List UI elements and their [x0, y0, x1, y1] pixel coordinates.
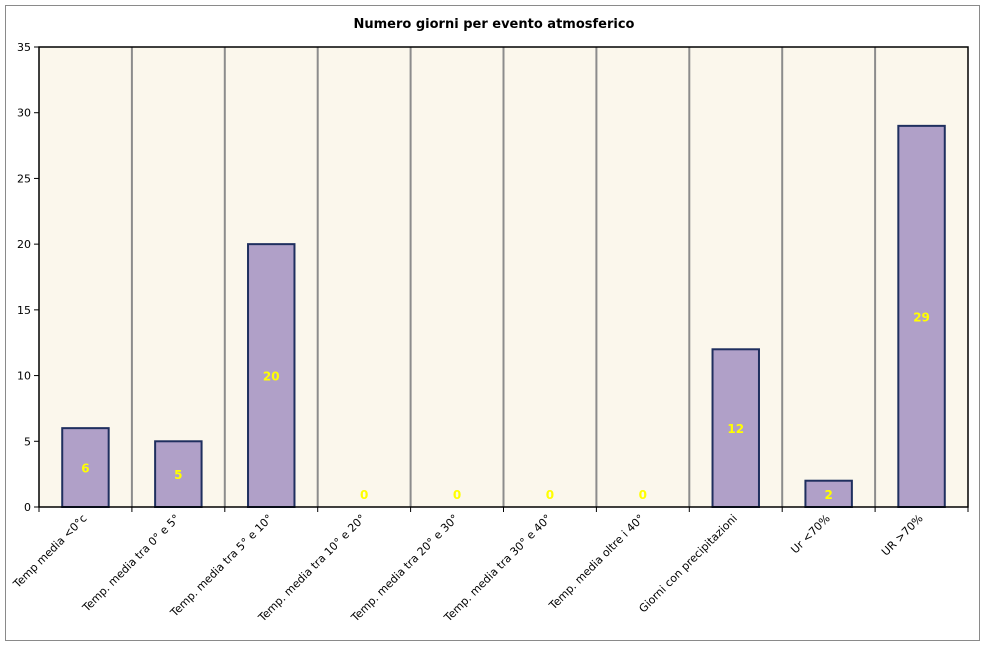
y-tick-label: 15: [17, 304, 31, 317]
chart-frame: Numero giorni per evento atmosferico 6 5 2…: [5, 5, 980, 641]
y-tick-label: 35: [17, 41, 31, 54]
data-label: 0: [360, 488, 368, 502]
data-label: 29: [913, 310, 930, 324]
data-label: 0: [546, 488, 554, 502]
data-label: 0: [453, 488, 461, 502]
x-tick-label: Temp. media tra 30° e 40°: [441, 512, 554, 625]
x-tick-label: Giorni con precipitazioni: [636, 512, 739, 615]
x-tick-label: Temp. media tra 5° e 10°: [167, 512, 275, 620]
data-labels: 6 5 20 0 0 0 0 12 2 29: [81, 310, 930, 502]
y-tick-label: 20: [17, 238, 31, 251]
data-label: 5: [174, 468, 182, 482]
data-label: 0: [639, 488, 647, 502]
x-tick-label: Temp media <0°c: [10, 512, 89, 591]
bar: [61, 427, 110, 508]
x-tick-label: Temp. media tra 10° e 20°: [255, 512, 368, 625]
x-tick-label: Ur <70%: [788, 512, 832, 556]
x-tick-label: Temp. media tra 0° e 5°: [79, 512, 182, 615]
data-label: 6: [81, 462, 89, 476]
bar: [711, 348, 760, 508]
data-label: 2: [824, 488, 832, 502]
x-tick-label: Temp. media tra 20° e 30°: [348, 512, 461, 625]
y-tick-label: 25: [17, 172, 31, 185]
y-tick-label: 10: [17, 370, 31, 383]
chart-title: Numero giorni per evento atmosferico: [354, 17, 635, 32]
axes: [34, 46, 969, 512]
bar-chart: Numero giorni per evento atmosferico 6 5 2…: [10, 17, 969, 625]
data-label: 20: [263, 370, 280, 384]
x-tick-label: Temp. media oltre i 40°: [546, 512, 647, 613]
y-tick-label: 0: [24, 501, 31, 514]
data-label: 12: [727, 422, 744, 436]
gridlines: [130, 47, 877, 507]
y-tick-label: 30: [17, 107, 31, 120]
x-tick-label: UR >70%: [879, 512, 926, 559]
bar: [154, 440, 203, 508]
y-tick-labels: 0 5 10 15 20 25 30 35: [17, 41, 31, 514]
y-tick-label: 5: [24, 435, 31, 448]
